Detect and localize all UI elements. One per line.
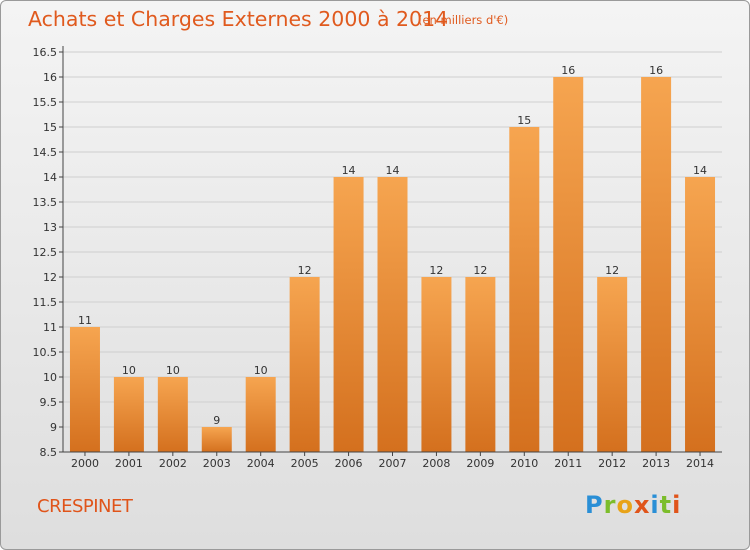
bar [597, 277, 628, 452]
bar [245, 377, 276, 452]
bar [641, 77, 672, 452]
y-tick-label: 10.5 [33, 346, 58, 359]
bar-value-label: 12 [605, 264, 619, 277]
bar-value-label: 12 [429, 264, 443, 277]
bar [509, 127, 540, 452]
bar [157, 377, 188, 452]
x-tick-label: 2013 [642, 457, 670, 470]
bar [113, 377, 144, 452]
x-tick-label: 2002 [159, 457, 187, 470]
y-tick-label: 15.5 [33, 96, 58, 109]
bar-value-label: 9 [213, 414, 220, 427]
y-tick-label: 14.5 [33, 146, 58, 159]
bar-value-label: 15 [517, 114, 531, 127]
y-tick-label: 14 [43, 171, 57, 184]
commune-name: CRESPINET [37, 496, 133, 517]
bar-value-label: 14 [693, 164, 707, 177]
y-tick-label: 11.5 [33, 296, 58, 309]
bar-value-label: 12 [298, 264, 312, 277]
bar-value-label: 16 [561, 64, 575, 77]
x-tick-label: 2009 [466, 457, 494, 470]
bar [553, 77, 584, 452]
bar-value-label: 10 [166, 364, 180, 377]
bar [421, 277, 452, 452]
y-tick-label: 11 [43, 321, 57, 334]
logo-letter: x [633, 491, 651, 519]
bar-value-label: 11 [78, 314, 92, 327]
bar-value-label: 16 [649, 64, 663, 77]
chart-unit: (en milliers d'€) [418, 13, 509, 27]
axes: 8.599.51010.51111.51212.51313.51414.5151… [33, 46, 722, 470]
x-tick-label: 2012 [598, 457, 626, 470]
logo-letter: P [585, 491, 604, 519]
y-tick-label: 9.5 [40, 396, 58, 409]
x-tick-label: 2010 [510, 457, 538, 470]
bars: 11 10 10 9 10 12 14 14 12 12 15 16 12 16 14 [69, 64, 716, 452]
bar-value-label: 10 [122, 364, 136, 377]
x-tick-label: 2011 [554, 457, 582, 470]
bar [465, 277, 496, 452]
bar [377, 177, 408, 452]
bar [685, 177, 716, 452]
logo-letter: t [659, 491, 673, 519]
logo-letter: o [616, 491, 634, 519]
y-tick-label: 16 [43, 71, 57, 84]
x-tick-label: 2001 [115, 457, 143, 470]
proxiti-logo: Proxiti [585, 491, 681, 519]
y-tick-label: 8.5 [40, 446, 58, 459]
bar [69, 327, 100, 452]
bar [201, 427, 232, 452]
y-tick-label: 16.5 [33, 46, 58, 59]
bar-value-label: 12 [473, 264, 487, 277]
x-tick-label: 2000 [71, 457, 99, 470]
chart-title: Achats et Charges Externes 2000 à 2014 [28, 7, 449, 31]
y-tick-label: 10 [43, 371, 57, 384]
logo-letter: r [603, 491, 617, 519]
y-tick-label: 13.5 [33, 196, 58, 209]
bar-value-label: 14 [342, 164, 356, 177]
logo-letter: i [650, 491, 660, 519]
bar [289, 277, 320, 452]
x-tick-label: 2005 [291, 457, 319, 470]
x-tick-label: 2014 [686, 457, 714, 470]
y-tick-label: 13 [43, 221, 57, 234]
x-tick-label: 2008 [422, 457, 450, 470]
y-tick-label: 12.5 [33, 246, 58, 259]
x-tick-label: 2007 [379, 457, 407, 470]
logo-letter: i [672, 491, 682, 519]
x-tick-label: 2006 [335, 457, 363, 470]
bar [333, 177, 364, 452]
x-tick-label: 2004 [247, 457, 275, 470]
bar-value-label: 14 [386, 164, 400, 177]
x-tick-label: 2003 [203, 457, 231, 470]
bar-value-label: 10 [254, 364, 268, 377]
y-tick-label: 9 [50, 421, 57, 434]
y-tick-label: 15 [43, 121, 57, 134]
y-tick-label: 12 [43, 271, 57, 284]
